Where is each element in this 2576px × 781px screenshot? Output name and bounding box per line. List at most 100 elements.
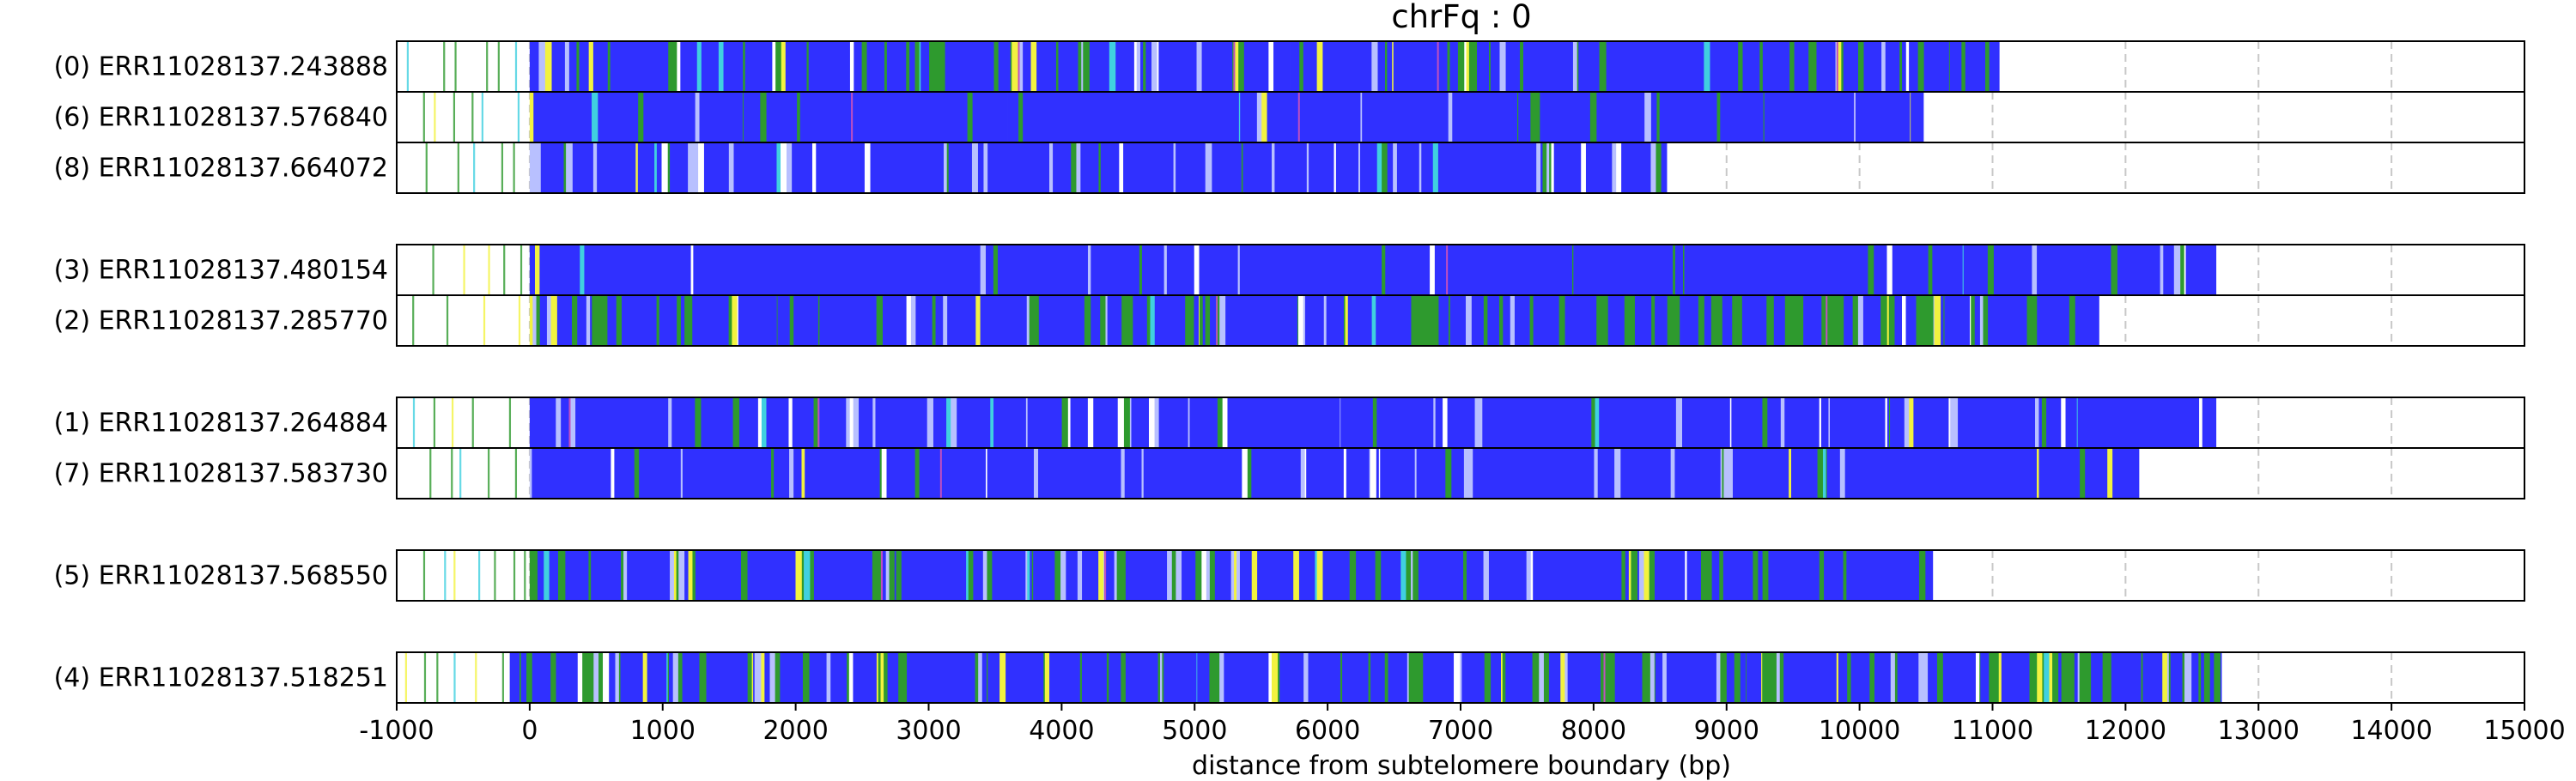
read-segment: [1378, 448, 1381, 499]
read-segment: [1661, 142, 1668, 193]
read-segment: [1986, 448, 1990, 499]
read-segment: [1251, 448, 1254, 499]
read-segment: [1842, 92, 1849, 142]
read-segment: [1860, 448, 1880, 499]
read-segment: [1731, 397, 1742, 448]
read-segment: [617, 295, 623, 346]
read-segment: [2056, 295, 2070, 346]
read-segment: [673, 550, 677, 601]
read-segment: [1218, 550, 1231, 601]
read-segment: [1447, 41, 1450, 92]
read-segment: [1762, 652, 1769, 703]
read-segment: [1294, 245, 1298, 295]
read-segment: [1357, 397, 1367, 448]
read-segment: [536, 550, 538, 601]
read-segment: [1518, 92, 1531, 142]
read-segment: [1172, 448, 1193, 499]
read-segment: [2091, 652, 2104, 703]
read-segment: [1044, 652, 1050, 703]
read-segment: [1952, 295, 1971, 346]
read-segment: [563, 142, 567, 193]
read-segment: [2001, 652, 2014, 703]
read-segment: [1418, 41, 1438, 92]
read-segment: [781, 41, 783, 92]
read-segment: [2196, 397, 2200, 448]
read-segment: [929, 41, 933, 92]
read-segment: [1993, 245, 2008, 295]
read-group: (3) ERR11028137.480154(2) ERR11028137.28…: [54, 244, 2525, 347]
read-segment: [1457, 448, 1465, 499]
read-segment: [1670, 448, 1675, 499]
read-segment: [1511, 142, 1528, 193]
read-segment: [1234, 550, 1237, 601]
read-segment: [2038, 397, 2043, 448]
read-segment: [1546, 448, 1567, 499]
read-segment: [1054, 550, 1061, 601]
read-segment: [549, 550, 559, 601]
read-segment: [1384, 652, 1388, 703]
read-segment: [1994, 652, 2000, 703]
read-segment: [951, 397, 957, 448]
read-segment: [701, 41, 714, 92]
read-segment: [1728, 245, 1742, 295]
read-segment: [1004, 397, 1011, 448]
read-segment: [1526, 550, 1528, 601]
read-segment: [1549, 142, 1552, 193]
read-segment: [1224, 652, 1239, 703]
read-segment: [675, 295, 677, 346]
read-segment: [1247, 448, 1252, 499]
read-segment: [1061, 397, 1069, 448]
read-segment: [1232, 448, 1242, 499]
read-segment: [1233, 41, 1236, 92]
read-segment: [709, 92, 726, 142]
read-segment: [1801, 92, 1810, 142]
read-segment: [2190, 397, 2192, 448]
read-segment: [2191, 397, 2196, 448]
read-segment: [1911, 295, 1917, 346]
read-segment: [1817, 448, 1824, 499]
read-segment: [1624, 295, 1630, 346]
read-segment: [617, 92, 629, 142]
read-segment: [856, 142, 866, 193]
read-segment: [847, 652, 850, 703]
read-segment: [884, 652, 888, 703]
read-segment: [1151, 41, 1157, 92]
read-segment: [545, 397, 556, 448]
read-segment: [1201, 550, 1207, 601]
read-segment: [1360, 92, 1363, 142]
read-segment: [1670, 41, 1677, 92]
read-segment: [1773, 295, 1786, 346]
read-segment: [981, 142, 984, 193]
read-segment: [1629, 295, 1636, 346]
read-segment: [1767, 652, 1772, 703]
read-segment: [1595, 397, 1600, 448]
read-segment: [817, 295, 820, 346]
read-segment: [2086, 295, 2090, 346]
read-segment: [572, 142, 581, 193]
read-segment: [1971, 295, 1976, 346]
x-tick-label: 13000: [2218, 716, 2300, 746]
read-segment: [1425, 295, 1431, 346]
read-segment: [789, 448, 794, 499]
read-segment: [1460, 652, 1462, 703]
read-segment: [1297, 397, 1316, 448]
read-segment: [2068, 448, 2081, 499]
read-segment: [1606, 41, 1620, 92]
read-segment: [1134, 92, 1140, 142]
read-segment: [2185, 245, 2191, 295]
read-segment: [1818, 41, 1836, 92]
read-segment: [968, 448, 983, 499]
read-segment: [630, 397, 642, 448]
read-segment: [1160, 652, 1163, 703]
read-segment: [941, 142, 945, 193]
read-segment: [1376, 397, 1391, 448]
read-segment: [1369, 448, 1371, 499]
read-segment: [1482, 397, 1491, 448]
read-segment: [659, 550, 671, 601]
read-segment: [587, 652, 593, 703]
read-segment: [709, 245, 729, 295]
read-segment: [597, 142, 617, 193]
read-segment: [2111, 652, 2123, 703]
read-segment: [1093, 92, 1110, 142]
